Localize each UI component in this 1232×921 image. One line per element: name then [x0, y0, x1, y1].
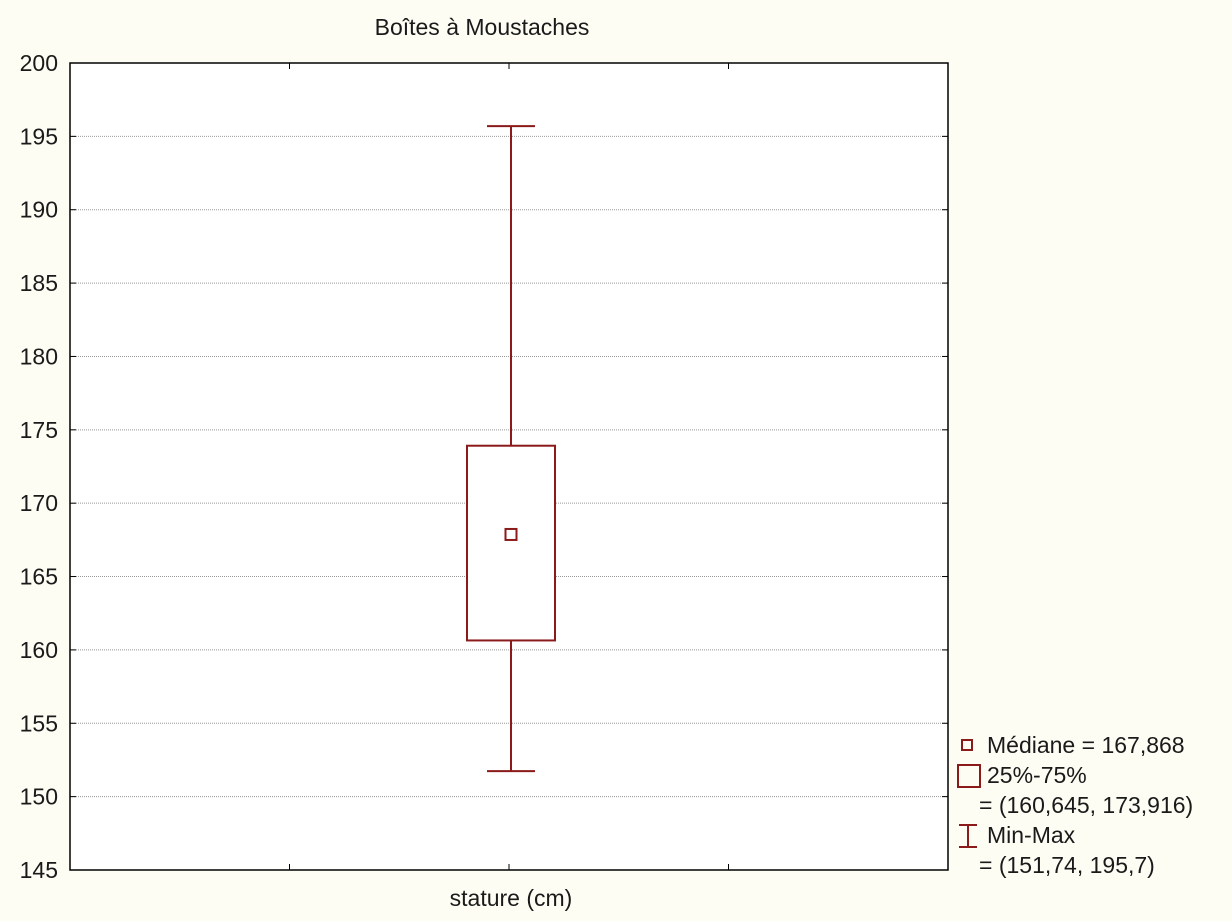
- legend-box-label: 25%-75%: [987, 762, 1087, 788]
- axes: 145 150 155 160 165 170 175 180 185 190 195 200 stat…: [20, 50, 949, 911]
- x-tick-label: stature (cm): [450, 885, 573, 911]
- legend-box-values: = (160,645, 173,916): [979, 792, 1194, 818]
- legend-range-values: = (151,74, 195,7): [979, 852, 1155, 878]
- y-tick-label: 200: [20, 50, 58, 76]
- y-tick-label: 150: [20, 784, 58, 810]
- legend-median-label: Médiane = 167,868: [987, 732, 1185, 758]
- y-tick-label: 165: [20, 564, 58, 590]
- y-tick-label: 170: [20, 490, 58, 516]
- y-tick-label: 175: [20, 417, 58, 443]
- legend-range-label: Min-Max: [987, 822, 1076, 848]
- iqr-box: [466, 444, 556, 642]
- box-plot-marks: [466, 125, 556, 773]
- legend-median-icon: [961, 739, 973, 751]
- y-tick-label: 190: [20, 197, 58, 223]
- chart-title: Boîtes à Moustaches: [374, 14, 590, 40]
- y-tick-label: 145: [20, 857, 58, 883]
- y-tick-label: 180: [20, 343, 58, 369]
- median-marker: [504, 527, 518, 541]
- y-tick-label: 195: [20, 123, 58, 149]
- legend-symbols: [957, 739, 981, 848]
- legend-box-icon: [957, 764, 981, 788]
- y-tick-label: 160: [20, 637, 58, 663]
- y-tick-label: 185: [20, 270, 58, 296]
- y-tick-label: 155: [20, 710, 58, 736]
